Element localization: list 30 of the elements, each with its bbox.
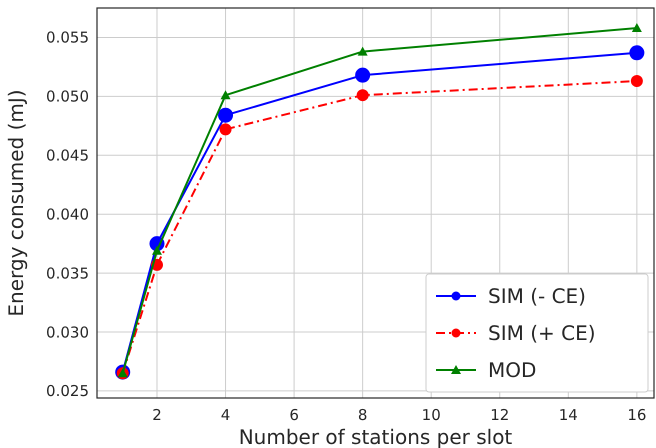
y-tick-label: 0.035 [46,264,89,282]
x-tick-label: 8 [358,406,368,424]
legend-label: MOD [488,358,536,382]
y-tick-label: 0.045 [46,146,89,165]
point [220,90,231,100]
point [629,45,644,60]
legend-label: SIM (- CE) [488,284,586,308]
y-axis-title: Energy consumed (mJ) [4,89,28,317]
x-tick-label: 4 [220,406,230,424]
x-tick-label: 10 [422,406,441,424]
point [630,75,643,88]
x-tick-label: 16 [627,406,646,424]
point [358,46,368,56]
y-tick-label: 0.025 [46,382,89,400]
y-tick-label: 0.055 [46,28,89,47]
point [220,123,232,136]
y-tick-label: 0.030 [46,323,89,342]
legend-label: SIM (+ CE) [488,321,596,345]
x-tick-label: 12 [490,406,510,424]
y-tick-label: 0.050 [46,88,89,106]
point [356,89,369,102]
x-tick-label: 14 [558,406,578,424]
x-tick-label: 6 [289,406,299,424]
point [632,23,642,32]
x-axis-title: Number of stations per slot [238,425,512,448]
point [152,246,162,255]
point [355,68,370,83]
x-tick-label: 2 [152,406,162,424]
y-tick-label: 0.040 [46,205,89,224]
point [218,108,234,123]
